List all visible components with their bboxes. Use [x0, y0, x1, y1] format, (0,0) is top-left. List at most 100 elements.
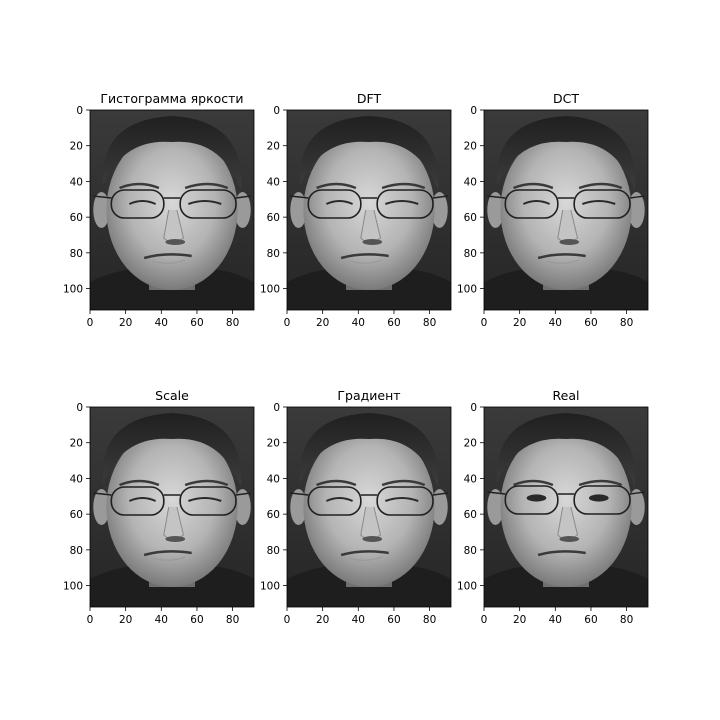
glasses-right-arm	[432, 492, 448, 496]
mouth	[143, 550, 192, 557]
y-tick-label: 0	[76, 402, 83, 414]
lower-lip	[152, 556, 186, 561]
axes-frame	[89, 406, 255, 608]
glasses-right-arm	[235, 492, 251, 496]
mouth	[143, 253, 192, 260]
y-tick-label: 0	[470, 402, 477, 414]
glasses-right-arm	[235, 195, 251, 199]
left-ear	[93, 192, 110, 228]
left-eye	[325, 200, 354, 205]
face-image	[484, 407, 648, 607]
panel-title: DFT	[357, 91, 382, 106]
axes-frame	[286, 406, 452, 608]
y-tick-label: 80	[464, 248, 477, 260]
glasses-right-lens	[179, 486, 237, 516]
right-ear	[431, 489, 448, 525]
panel-title: Real	[553, 388, 580, 403]
hair	[102, 413, 242, 487]
left-eye	[522, 200, 551, 205]
axes-frame	[89, 109, 255, 311]
y-tick-label: 60	[267, 212, 280, 224]
right-ear	[431, 192, 448, 228]
right-eye	[582, 200, 616, 205]
x-tick-label: 0	[284, 614, 291, 626]
y-tick-label: 100	[260, 284, 280, 296]
x-tick-label: 0	[87, 614, 94, 626]
face-image	[90, 110, 254, 310]
y-tick-label: 0	[76, 105, 83, 117]
mouth	[340, 253, 389, 260]
glasses-right-lens	[179, 189, 237, 219]
lower-lip	[349, 556, 383, 561]
hair	[496, 116, 636, 190]
glasses-left-arm	[487, 195, 506, 199]
nostrils	[559, 536, 580, 542]
glasses-right-lens	[573, 485, 631, 515]
y-tick-label: 20	[464, 141, 477, 153]
glasses-right-lens	[573, 189, 631, 219]
x-tick-label: 40	[155, 317, 168, 329]
lower-lip	[546, 259, 580, 264]
mouth	[537, 253, 586, 260]
x-tick-label: 20	[513, 614, 526, 626]
hair	[496, 413, 636, 487]
image-panel: DCT 0 20 40 60 80 0 20 40 60 80 100	[457, 91, 649, 329]
nostrils	[362, 536, 383, 542]
glasses-left-lens	[110, 189, 165, 219]
x-tick-label: 0	[481, 614, 488, 626]
right-eye	[188, 200, 222, 205]
axes-frame	[483, 109, 649, 311]
glasses-right-lens	[376, 486, 434, 516]
lower-lip	[152, 259, 186, 264]
y-tick-label: 20	[70, 141, 83, 153]
glasses-right-arm	[432, 195, 448, 199]
x-tick-label: 20	[119, 614, 132, 626]
y-tick-label: 60	[70, 212, 83, 224]
y-tick-label: 80	[464, 545, 477, 557]
left-eyebrow	[316, 479, 357, 487]
y-tick-label: 0	[470, 105, 477, 117]
y-tick-label: 40	[70, 473, 83, 485]
face-image	[287, 407, 451, 607]
y-tick-label: 20	[267, 438, 280, 450]
x-tick-label: 80	[226, 614, 239, 626]
x-tick-label: 0	[481, 317, 488, 329]
right-ear	[628, 489, 645, 525]
x-tick-label: 20	[119, 317, 132, 329]
glasses-left-arm	[290, 195, 309, 199]
x-tick-label: 40	[549, 614, 562, 626]
hair	[299, 413, 439, 487]
y-tick-label: 40	[464, 176, 477, 188]
left-eye	[325, 497, 354, 502]
nostrils	[559, 239, 580, 245]
image-panel: Scale 0 20 40 60 80 0 20 40 60 80 100	[63, 388, 255, 626]
x-tick-label: 40	[549, 317, 562, 329]
y-tick-label: 40	[267, 176, 280, 188]
y-tick-label: 100	[457, 581, 477, 593]
x-tick-label: 40	[155, 614, 168, 626]
x-tick-label: 80	[620, 317, 633, 329]
y-tick-label: 40	[267, 473, 280, 485]
right-eye	[385, 200, 419, 205]
left-eyebrow	[513, 479, 554, 487]
x-tick-label: 80	[226, 317, 239, 329]
image-panel: Градиент 0 20 40 60 80 0 20 40 60 80 100	[260, 388, 452, 626]
left-eyebrow	[316, 182, 357, 190]
glasses-right-lens	[376, 189, 434, 219]
right-eye	[588, 494, 609, 502]
y-tick-label: 100	[457, 284, 477, 296]
left-eye	[128, 497, 157, 502]
x-tick-label: 60	[190, 317, 203, 329]
hair	[102, 116, 242, 190]
right-eyebrow	[184, 182, 229, 190]
glasses-left-arm	[93, 195, 112, 199]
right-eyebrow	[381, 479, 426, 487]
y-tick-label: 80	[267, 248, 280, 260]
face-image	[484, 110, 648, 310]
mouth	[537, 550, 586, 557]
right-ear	[234, 192, 251, 228]
x-tick-label: 80	[423, 614, 436, 626]
right-eyebrow	[578, 479, 623, 487]
x-tick-label: 40	[352, 614, 365, 626]
